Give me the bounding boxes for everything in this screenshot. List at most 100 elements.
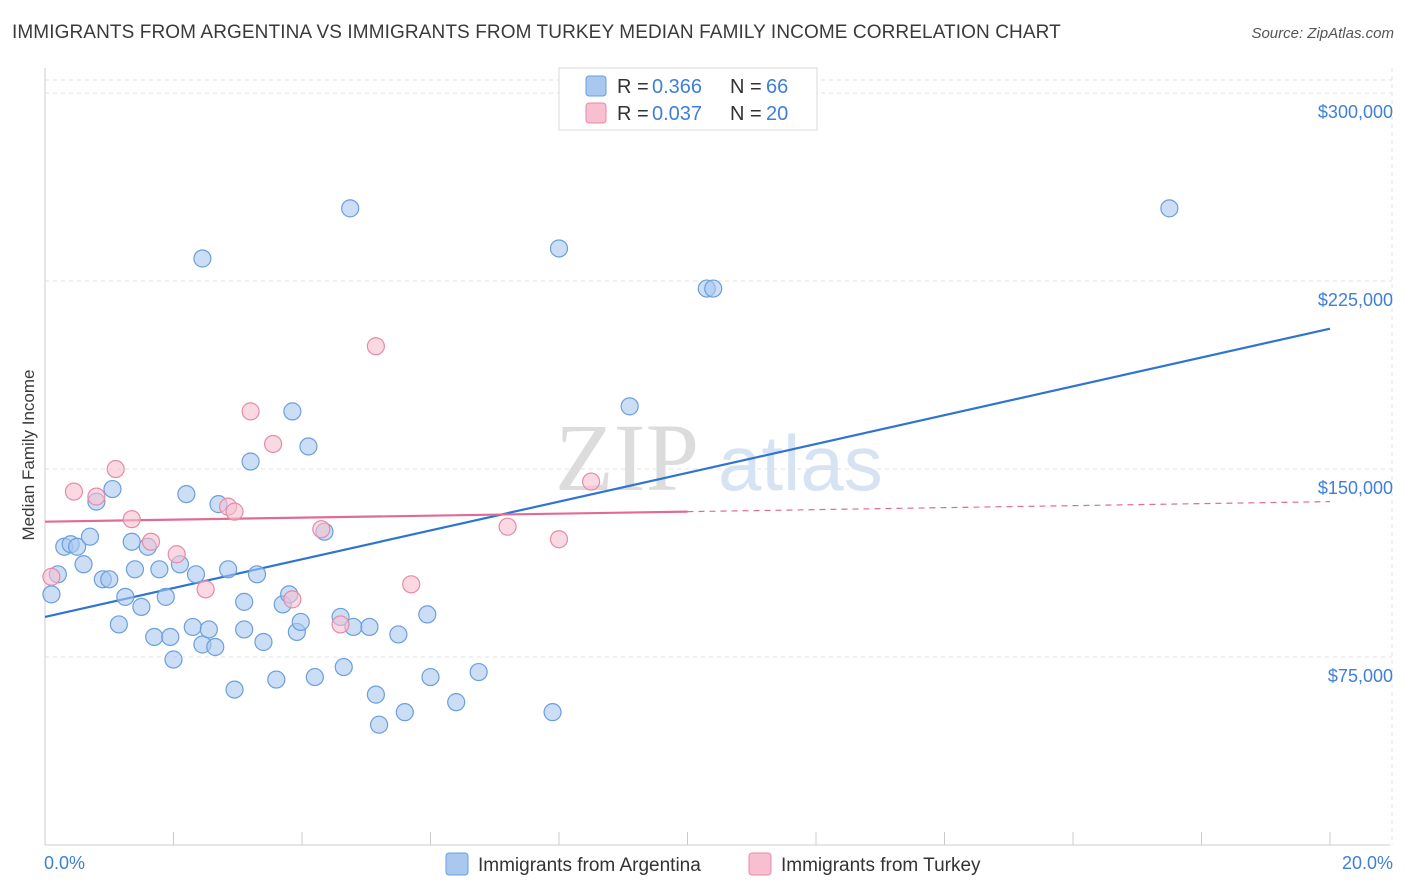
- legend-box-n-label-turkey: N =: [730, 103, 767, 125]
- point-argentina-63: [704, 279, 723, 298]
- point-argentina-54: [421, 667, 440, 687]
- point-argentina-25: [186, 565, 206, 584]
- legend-box: R = 0.366 N = 66 R = 0.037 N = 20: [558, 67, 818, 131]
- legend-box-r-label-turkey: R =: [617, 103, 654, 125]
- legend-box-n-value-turkey: 20: [766, 103, 788, 125]
- point-turkey-11: [263, 434, 283, 454]
- point-argentina-43: [305, 667, 324, 687]
- point-turkey-10: [241, 402, 260, 421]
- point-argentina-50: [370, 715, 389, 734]
- point-turkey-0: [42, 567, 61, 586]
- point-argentina-30: [219, 560, 238, 579]
- point-argentina-9: [100, 570, 119, 589]
- data-points: [42, 199, 1179, 734]
- point-argentina-20: [161, 627, 180, 647]
- chart-title: IMMIGRANTS FROM ARGENTINA VS IMMIGRANTS …: [12, 22, 1061, 43]
- point-turkey-7: [196, 580, 215, 599]
- point-turkey-13: [312, 520, 331, 539]
- point-argentina-18: [150, 560, 169, 579]
- grid-layer: [45, 68, 1393, 845]
- point-turkey-16: [402, 575, 421, 594]
- point-turkey-12: [283, 590, 302, 609]
- bottom-legend: Immigrants from Argentina Immigrants fro…: [445, 852, 981, 876]
- point-argentina-24: [183, 617, 202, 637]
- point-argentina-31: [225, 680, 244, 699]
- legend-box-r-label-argentina: R =: [617, 76, 654, 98]
- point-argentina-55: [447, 693, 466, 712]
- point-argentina-33: [235, 620, 254, 639]
- point-argentina-46: [334, 657, 353, 677]
- y-tick-labels: $75,000 $150,000 $225,000 $300,000: [1318, 102, 1393, 686]
- point-argentina-53: [418, 605, 437, 624]
- trend-line-turkey: [44, 510, 688, 523]
- point-turkey-6: [167, 545, 186, 564]
- y-tick-label-1: $150,000: [1318, 478, 1393, 498]
- point-argentina-57: [543, 703, 562, 722]
- x-tick-label-max: 20.0%: [1342, 853, 1393, 873]
- watermark: ZIP atlas: [555, 404, 883, 511]
- legend-box-r-value-argentina: 0.366: [652, 76, 702, 98]
- point-turkey-3: [106, 459, 125, 479]
- point-argentina-17: [145, 627, 164, 647]
- point-turkey-19: [582, 472, 601, 491]
- point-argentina-36: [254, 632, 273, 652]
- point-argentina-28: [206, 637, 225, 657]
- legend-swatch-turkey: [748, 852, 772, 876]
- trend-lines: [44, 327, 1331, 618]
- point-argentina-0: [42, 585, 61, 604]
- point-argentina-10: [103, 479, 122, 499]
- y-axis-label: Median Family Income: [19, 369, 38, 540]
- point-turkey-4: [122, 510, 141, 529]
- legend-box-swatch-turkey: [585, 102, 607, 124]
- point-turkey-9: [225, 502, 244, 521]
- point-argentina-41: [291, 612, 310, 632]
- legend-box-n-value-argentina: 66: [766, 76, 788, 98]
- chart-source: Source: ZipAtlas.com: [1251, 25, 1394, 42]
- trend-line-turkey-extension: [687, 501, 1331, 513]
- watermark-atlas: atlas: [718, 419, 883, 507]
- trend-line-argentina: [44, 327, 1331, 618]
- point-argentina-39: [283, 402, 302, 421]
- y-tick-label-0: $75,000: [1328, 666, 1393, 686]
- point-argentina-4: [68, 537, 87, 556]
- point-turkey-17: [498, 517, 517, 536]
- point-argentina-58: [193, 249, 212, 268]
- point-argentina-51: [389, 625, 408, 644]
- point-argentina-49: [366, 685, 385, 704]
- x-tick-marks: [44, 832, 1331, 845]
- point-argentina-48: [360, 617, 379, 637]
- point-turkey-2: [87, 487, 106, 506]
- legend-box-swatch-argentina: [585, 75, 607, 97]
- point-turkey-18: [549, 530, 569, 549]
- point-argentina-61: [620, 397, 639, 416]
- point-argentina-5: [74, 555, 93, 574]
- legend-label-turkey: Immigrants from Turkey: [781, 855, 981, 876]
- point-turkey-14: [331, 615, 350, 634]
- point-argentina-12: [116, 587, 135, 606]
- point-argentina-56: [469, 662, 488, 682]
- point-argentina-35: [247, 565, 267, 584]
- y-tick-label-2: $225,000: [1318, 290, 1393, 310]
- point-argentina-37: [267, 670, 286, 689]
- point-argentina-27: [199, 620, 218, 639]
- point-turkey-1: [64, 482, 84, 501]
- point-argentina-14: [125, 560, 145, 579]
- legend-swatch-argentina: [445, 852, 469, 876]
- point-argentina-64: [1160, 199, 1179, 218]
- x-tick-label-min: 0.0%: [44, 853, 85, 873]
- legend-label-argentina: Immigrants from Argentina: [478, 855, 701, 876]
- point-argentina-6: [80, 527, 100, 546]
- point-argentina-21: [164, 650, 183, 669]
- point-argentina-19: [156, 587, 175, 606]
- point-argentina-42: [299, 437, 318, 456]
- point-argentina-52: [395, 703, 414, 722]
- point-argentina-60: [549, 239, 569, 258]
- point-argentina-59: [341, 199, 360, 218]
- point-argentina-15: [132, 597, 151, 616]
- point-turkey-15: [366, 337, 385, 356]
- legend-box-n-label-argentina: N =: [730, 76, 767, 98]
- point-argentina-32: [235, 592, 254, 611]
- axes-layer: [44, 68, 1390, 846]
- point-argentina-11: [109, 615, 128, 634]
